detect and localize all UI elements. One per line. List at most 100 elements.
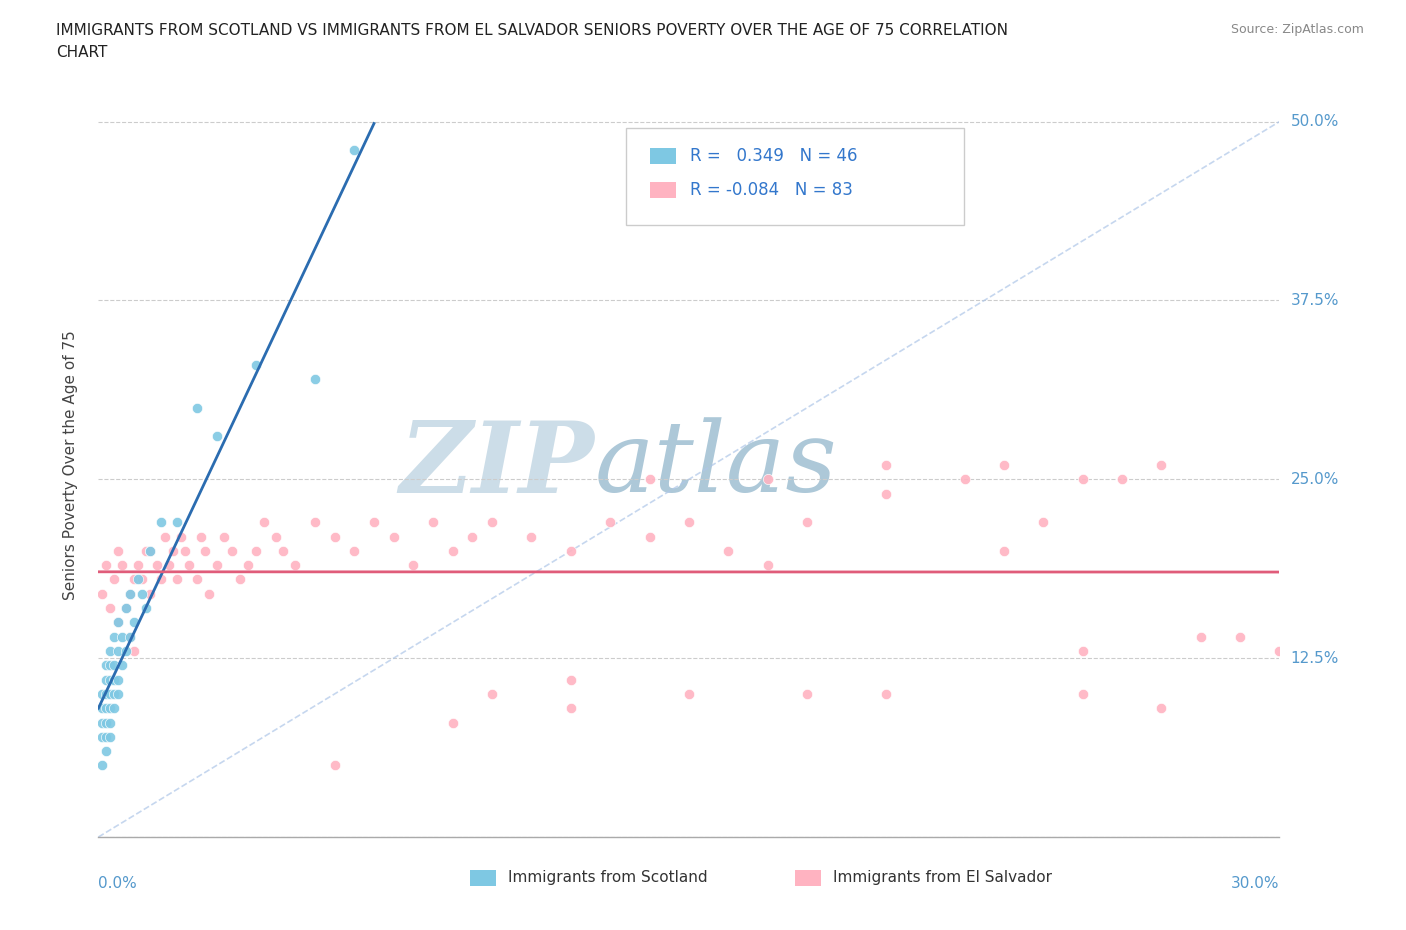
Point: [91, 715, 114, 730]
Point: [118, 586, 141, 601]
Text: Immigrants from Scotland: Immigrants from Scotland: [508, 870, 707, 885]
Point: [796, 515, 818, 530]
Point: [91, 586, 114, 601]
Y-axis label: Seniors Poverty Over the Age of 75: Seniors Poverty Over the Age of 75: [63, 330, 77, 600]
Point: [422, 515, 444, 530]
Point: [91, 729, 114, 744]
Text: 25.0%: 25.0%: [1291, 472, 1339, 486]
Point: [599, 515, 621, 530]
Point: [103, 630, 125, 644]
Point: [402, 558, 425, 573]
Point: [103, 658, 125, 672]
Point: [441, 715, 464, 730]
Point: [98, 672, 121, 687]
Point: [98, 686, 121, 701]
Point: [1150, 701, 1173, 716]
Point: [1111, 472, 1133, 486]
Point: [96, 658, 118, 672]
Point: [1071, 644, 1094, 658]
Point: [115, 601, 138, 616]
Point: [343, 543, 366, 558]
Point: [186, 400, 208, 415]
Point: [91, 686, 114, 701]
Point: [91, 701, 114, 716]
Point: [323, 529, 346, 544]
Point: [382, 529, 405, 544]
Point: [638, 472, 661, 486]
Point: [118, 586, 141, 601]
Point: [1150, 458, 1173, 472]
Point: [146, 558, 169, 573]
Point: [107, 672, 129, 687]
Point: [150, 572, 173, 587]
Text: 37.5%: 37.5%: [1291, 293, 1339, 308]
Point: [118, 630, 141, 644]
Point: [103, 686, 125, 701]
Point: [115, 644, 138, 658]
Point: [107, 543, 129, 558]
Point: [481, 686, 503, 701]
Text: ZIP: ZIP: [399, 417, 595, 513]
Point: [131, 572, 153, 587]
Point: [304, 515, 326, 530]
Text: R = -0.084   N = 83: R = -0.084 N = 83: [690, 180, 853, 199]
Point: [875, 686, 897, 701]
Point: [560, 543, 582, 558]
Point: [229, 572, 252, 587]
Point: [96, 672, 118, 687]
Point: [678, 686, 700, 701]
Point: [678, 515, 700, 530]
Point: [150, 515, 173, 530]
Point: [236, 558, 259, 573]
Point: [264, 529, 287, 544]
Point: [122, 644, 145, 658]
Point: [214, 529, 236, 544]
FancyBboxPatch shape: [471, 870, 496, 886]
Point: [717, 543, 740, 558]
Point: [103, 572, 125, 587]
Point: [122, 615, 145, 630]
Text: Source: ZipAtlas.com: Source: ZipAtlas.com: [1230, 23, 1364, 36]
FancyBboxPatch shape: [626, 128, 965, 225]
Point: [1071, 686, 1094, 701]
FancyBboxPatch shape: [650, 181, 676, 198]
Point: [96, 686, 118, 701]
Point: [875, 458, 897, 472]
Point: [166, 572, 188, 587]
Point: [1071, 472, 1094, 486]
Point: [111, 658, 134, 672]
Point: [205, 429, 228, 444]
Point: [245, 543, 267, 558]
Point: [481, 515, 503, 530]
Text: 50.0%: 50.0%: [1291, 114, 1339, 129]
Point: [107, 615, 129, 630]
Point: [166, 515, 188, 530]
Point: [796, 686, 818, 701]
Point: [363, 515, 385, 530]
Point: [138, 543, 160, 558]
Point: [135, 601, 157, 616]
Point: [520, 529, 543, 544]
Point: [993, 543, 1015, 558]
Point: [111, 558, 134, 573]
Point: [115, 601, 138, 616]
Text: Immigrants from El Salvador: Immigrants from El Salvador: [832, 870, 1052, 885]
Text: 12.5%: 12.5%: [1291, 651, 1339, 666]
Point: [127, 572, 149, 587]
Point: [91, 758, 114, 773]
Text: 30.0%: 30.0%: [1232, 876, 1279, 891]
Point: [197, 586, 219, 601]
Point: [323, 758, 346, 773]
Point: [284, 558, 307, 573]
Point: [205, 558, 228, 573]
Point: [953, 472, 976, 486]
Point: [638, 529, 661, 544]
Point: [221, 543, 243, 558]
Point: [96, 729, 118, 744]
Point: [186, 572, 208, 587]
Point: [1229, 630, 1251, 644]
Point: [96, 715, 118, 730]
Point: [560, 672, 582, 687]
Point: [194, 543, 217, 558]
Point: [135, 543, 157, 558]
